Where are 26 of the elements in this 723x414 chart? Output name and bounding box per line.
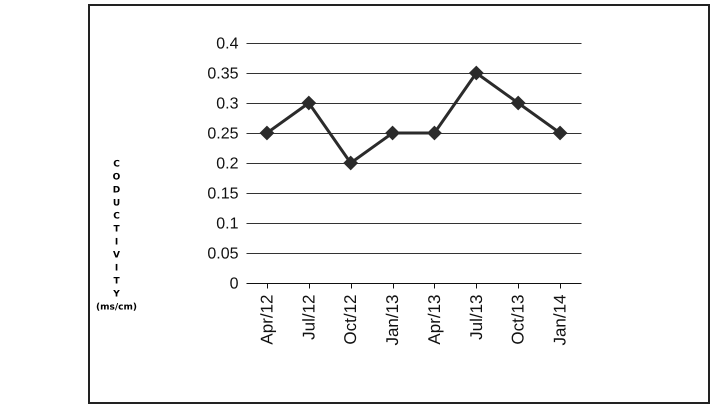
text: CODUCTIVITY (ms/cm) — [96, 160, 137, 312]
x-tick-label: Jul/12 — [299, 294, 318, 340]
point — [427, 126, 442, 140]
y-tick-label: 0.4 — [216, 36, 239, 52]
point — [385, 126, 400, 140]
y-tick-label: 0.3 — [216, 96, 239, 112]
point — [301, 96, 316, 110]
x-tick-label: Jan/14 — [550, 294, 570, 346]
point — [260, 126, 274, 140]
x-tick-label: Oct/12 — [341, 294, 360, 345]
x-tick-label: Jul/13 — [466, 294, 486, 340]
x-tick-label: Apr/12 — [257, 294, 276, 345]
x-tick-label: Oct/13 — [508, 294, 528, 345]
y-tick-label: 0.25 — [207, 126, 239, 142]
y-tick-label: 0.05 — [207, 246, 239, 262]
y-tick-label: 0.2 — [216, 156, 239, 172]
point — [468, 66, 484, 80]
point — [552, 126, 568, 140]
y-tick-label: 0.15 — [207, 186, 239, 202]
x-tick-label: Apr/13 — [424, 294, 444, 345]
x-tick-label: Jan/13 — [383, 294, 402, 346]
y-tick-label: 0.35 — [207, 66, 239, 82]
y-tick-label: 0.1 — [216, 216, 239, 232]
point — [510, 96, 526, 110]
y-tick-label: 0 — [230, 276, 239, 292]
point — [343, 156, 358, 170]
